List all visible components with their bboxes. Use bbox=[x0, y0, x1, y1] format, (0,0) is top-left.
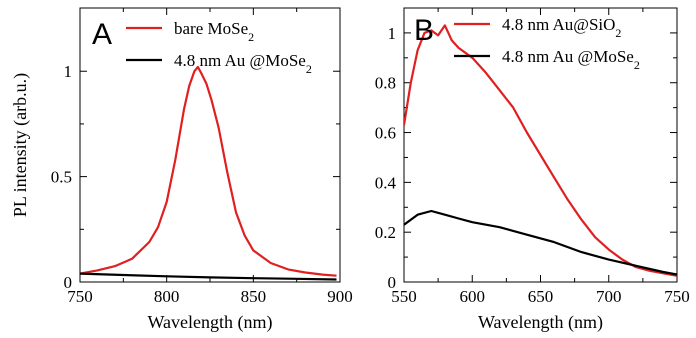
plot-frame bbox=[79, 7, 341, 283]
series-line-red bbox=[404, 24, 677, 277]
y-tick-label: 1 bbox=[64, 62, 73, 81]
x-tick-label: 650 bbox=[528, 287, 554, 306]
x-tick-label: 750 bbox=[67, 287, 93, 306]
legend-label: 4.8 nm Au@SiO2 bbox=[502, 15, 621, 40]
legend-label: 4.8 nm Au @MoSe2 bbox=[502, 47, 640, 72]
x-tick-label: 700 bbox=[596, 287, 622, 306]
y-tick-label: 0.8 bbox=[375, 74, 396, 93]
x-tick-label: 850 bbox=[241, 287, 267, 306]
x-tick-label: 800 bbox=[154, 287, 180, 306]
series-line-black bbox=[404, 209, 677, 276]
x-axis-label: Wavelength (nm) bbox=[147, 312, 272, 333]
x-tick-label: 550 bbox=[391, 287, 417, 306]
y-tick-label: 0.2 bbox=[375, 223, 396, 242]
panel-letter: A bbox=[92, 18, 112, 51]
panel-a: 750 800 850 900 0 0.5 1 Wavelength (nm) PL inten… bbox=[10, 7, 353, 333]
y-axis-label: PL intensity (arb.u.) bbox=[10, 73, 31, 217]
y-tick-label: 0.6 bbox=[375, 124, 396, 143]
legend-label: bare MoSe2 bbox=[174, 19, 254, 44]
series-line-red bbox=[80, 65, 337, 277]
x-tick-label: 600 bbox=[460, 287, 486, 306]
x-axis-label: Wavelength (nm) bbox=[478, 312, 603, 333]
legend-label: 4.8 nm Au @MoSe2 bbox=[174, 51, 312, 76]
y-tick-label: 0 bbox=[64, 273, 73, 292]
series-line-black bbox=[80, 272, 337, 281]
y-tick-label: 0.5 bbox=[51, 168, 72, 187]
panel-b: 550 600 650 700 750 0 0.2 0.4 0.6 0.8 1 Wavelength … bbox=[375, 7, 690, 333]
y-tick-label: 1 bbox=[388, 24, 397, 43]
x-tick-label: 900 bbox=[327, 287, 353, 306]
y-tick-label: 0 bbox=[388, 273, 397, 292]
x-tick-label: 750 bbox=[664, 287, 690, 306]
panel-letter: B bbox=[414, 14, 434, 47]
y-tick-label: 0.4 bbox=[375, 173, 397, 192]
